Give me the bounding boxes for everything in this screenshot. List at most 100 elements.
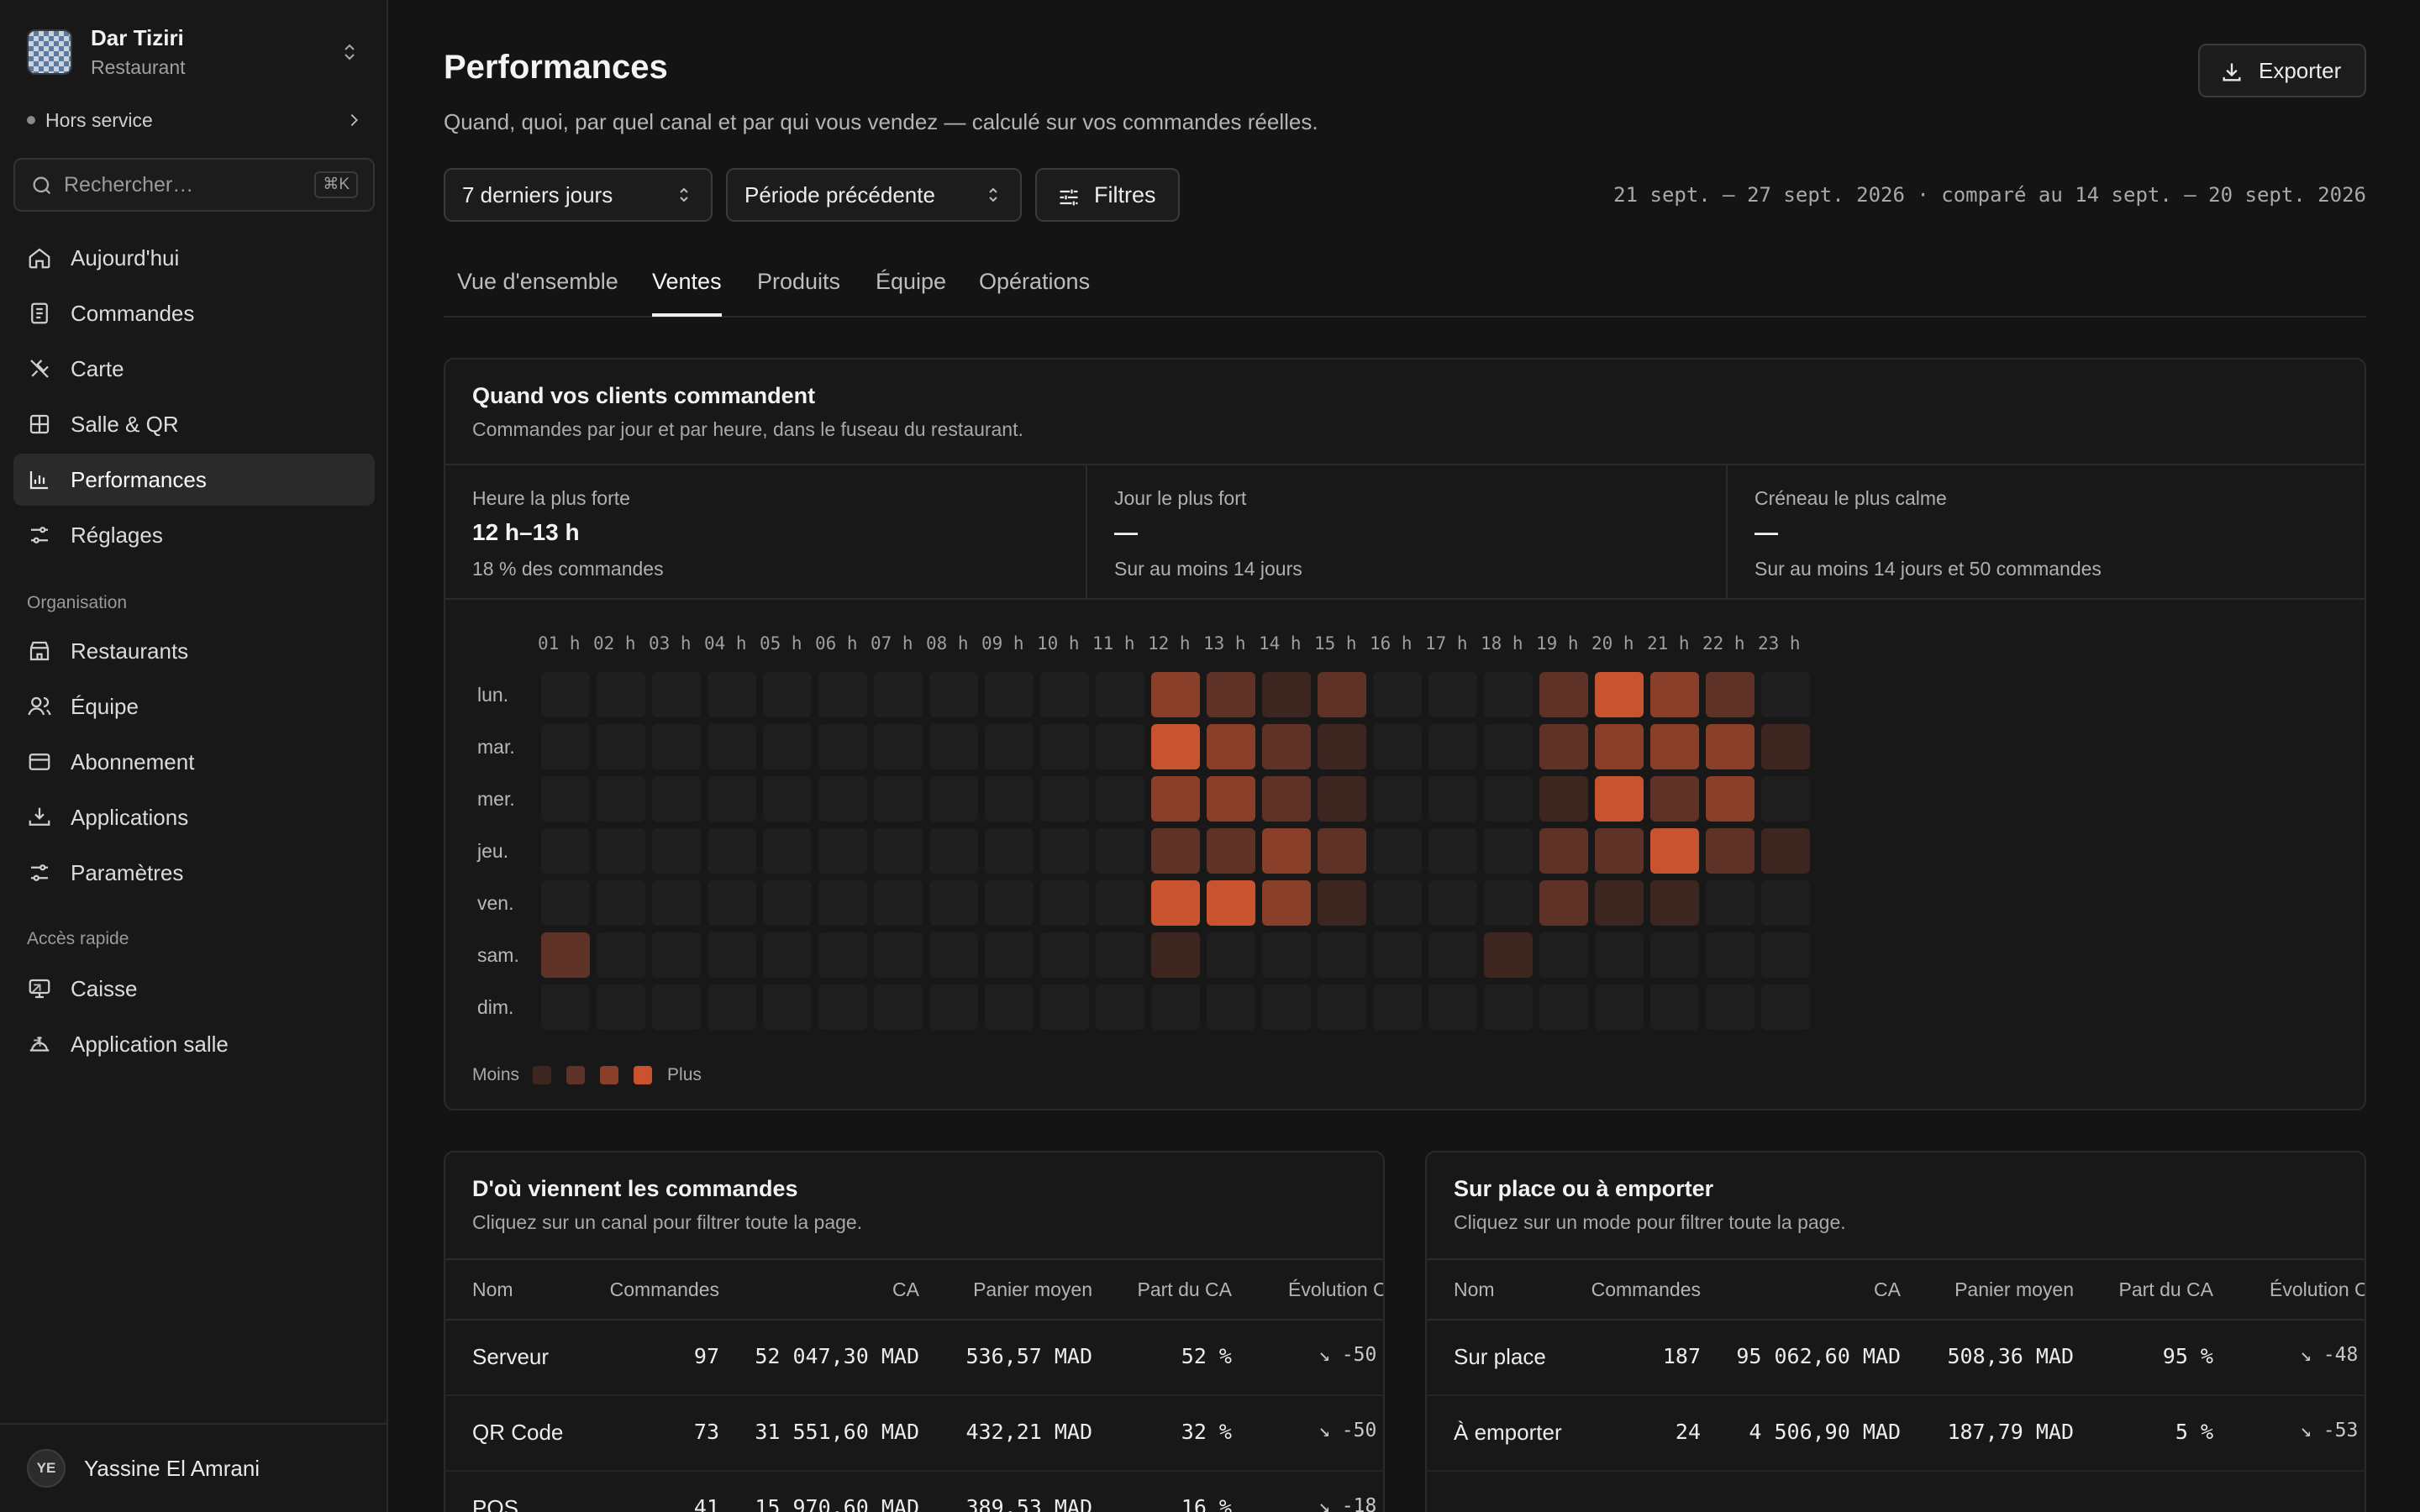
heatmap-cell[interactable] <box>1650 828 1699 874</box>
heatmap-cell[interactable] <box>1262 828 1311 874</box>
heatmap-cell[interactable] <box>1484 672 1533 717</box>
heatmap-cell[interactable] <box>1428 880 1477 926</box>
heatmap-cell[interactable] <box>1373 880 1422 926</box>
heatmap-cell[interactable] <box>1706 932 1754 978</box>
heatmap-cell[interactable] <box>1484 932 1533 978</box>
heatmap-cell[interactable] <box>1761 776 1810 822</box>
heatmap-cell[interactable] <box>1207 672 1255 717</box>
heatmap-cell[interactable] <box>1040 984 1089 1030</box>
heatmap-cell[interactable] <box>1151 724 1200 769</box>
heatmap-cell[interactable] <box>1040 828 1089 874</box>
heatmap-cell[interactable] <box>1761 724 1810 769</box>
heatmap-cell[interactable] <box>763 828 812 874</box>
heatmap-cell[interactable] <box>541 932 590 978</box>
nav-item-pos[interactable]: Caisse <box>13 963 375 1015</box>
heatmap-cell[interactable] <box>652 776 701 822</box>
nav-item-today[interactable]: Aujourd'hui <box>13 232 375 284</box>
heatmap-cell[interactable] <box>1595 724 1644 769</box>
nav-item-performances[interactable]: Performances <box>13 454 375 506</box>
heatmap-cell[interactable] <box>929 828 978 874</box>
heatmap-cell[interactable] <box>708 672 756 717</box>
heatmap-cell[interactable] <box>652 880 701 926</box>
heatmap-cell[interactable] <box>985 724 1034 769</box>
heatmap-cell[interactable] <box>1151 828 1200 874</box>
heatmap-cell[interactable] <box>1539 672 1588 717</box>
search-input[interactable]: Rechercher… ⌘K <box>13 158 375 212</box>
heatmap-cell[interactable] <box>763 880 812 926</box>
heatmap-cell[interactable] <box>1595 880 1644 926</box>
nav-item-menu[interactable]: Carte <box>13 343 375 395</box>
nav-item-applications[interactable]: Applications <box>13 791 375 843</box>
heatmap-cell[interactable] <box>652 724 701 769</box>
heatmap-cell[interactable] <box>1428 932 1477 978</box>
heatmap-cell[interactable] <box>597 776 645 822</box>
heatmap-cell[interactable] <box>985 932 1034 978</box>
tab-team[interactable]: Équipe <box>876 269 947 294</box>
heatmap-cell[interactable] <box>1096 984 1144 1030</box>
heatmap-cell[interactable] <box>1373 672 1422 717</box>
heatmap-cell[interactable] <box>874 932 923 978</box>
heatmap-cell[interactable] <box>1484 984 1533 1030</box>
heatmap-cell[interactable] <box>1318 880 1366 926</box>
heatmap-cell[interactable] <box>1262 932 1311 978</box>
table-row[interactable]: QR Code 73 31 551,60 MAD 432,21 MAD 32 % ↘ -5… <box>445 1396 1383 1472</box>
heatmap-cell[interactable] <box>1318 724 1366 769</box>
heatmap-cell[interactable] <box>597 672 645 717</box>
heatmap-cell[interactable] <box>763 932 812 978</box>
heatmap-cell[interactable] <box>1539 828 1588 874</box>
heatmap-cell[interactable] <box>652 984 701 1030</box>
column-header[interactable]: Commandes <box>1591 1278 1701 1300</box>
heatmap-cell[interactable] <box>597 828 645 874</box>
heatmap-cell[interactable] <box>1373 828 1422 874</box>
heatmap-cell[interactable] <box>818 984 867 1030</box>
heatmap-cell[interactable] <box>541 828 590 874</box>
heatmap-cell[interactable] <box>985 672 1034 717</box>
heatmap-cell[interactable] <box>818 724 867 769</box>
column-header[interactable]: Part du CA <box>1137 1278 1233 1300</box>
column-header[interactable]: Évolution CA <box>2270 1278 2365 1300</box>
heatmap-cell[interactable] <box>1595 776 1644 822</box>
heatmap-cell[interactable] <box>1428 776 1477 822</box>
heatmap-cell[interactable] <box>1650 880 1699 926</box>
heatmap-cell[interactable] <box>708 984 756 1030</box>
heatmap-cell[interactable] <box>1706 776 1754 822</box>
heatmap-cell[interactable] <box>1761 932 1810 978</box>
heatmap-cell[interactable] <box>1318 776 1366 822</box>
user-menu[interactable]: YE Yassine El Amrani <box>0 1423 387 1512</box>
heatmap-cell[interactable] <box>1151 776 1200 822</box>
nav-item-parameters[interactable]: Paramètres <box>13 847 375 899</box>
heatmap-cell[interactable] <box>985 776 1034 822</box>
heatmap-cell[interactable] <box>708 828 756 874</box>
table-row[interactable]: À emporter 24 4 506,90 MAD 187,79 MAD 5 % ↘ -… <box>1427 1396 2365 1472</box>
heatmap-cell[interactable] <box>1428 828 1477 874</box>
heatmap-cell[interactable] <box>1706 984 1754 1030</box>
table-row[interactable]: Sur place 187 95 062,60 MAD 508,36 MAD 95 % ↘… <box>1427 1320 2365 1396</box>
heatmap-cell[interactable] <box>1373 724 1422 769</box>
heatmap-cell[interactable] <box>818 932 867 978</box>
nav-item-team[interactable]: Équipe <box>13 680 375 732</box>
heatmap-cell[interactable] <box>1595 932 1644 978</box>
heatmap-cell[interactable] <box>1428 672 1477 717</box>
table-row[interactable]: Serveur 97 52 047,30 MAD 536,57 MAD 52 % ↘ -5… <box>445 1320 1383 1396</box>
heatmap-cell[interactable] <box>708 880 756 926</box>
tab-operations[interactable]: Opérations <box>979 269 1091 294</box>
heatmap-cell[interactable] <box>1595 672 1644 717</box>
heatmap-cell[interactable] <box>597 880 645 926</box>
heatmap-cell[interactable] <box>708 724 756 769</box>
heatmap-cell[interactable] <box>1262 880 1311 926</box>
column-header[interactable]: Panier moyen <box>1954 1278 2074 1300</box>
heatmap-cell[interactable] <box>1262 776 1311 822</box>
heatmap-cell[interactable] <box>1040 776 1089 822</box>
heatmap-cell[interactable] <box>929 880 978 926</box>
heatmap-cell[interactable] <box>1761 984 1810 1030</box>
heatmap-cell[interactable] <box>1096 724 1144 769</box>
column-header[interactable]: Nom <box>472 1278 513 1300</box>
heatmap-cell[interactable] <box>1539 984 1588 1030</box>
heatmap-cell[interactable] <box>1207 984 1255 1030</box>
heatmap-cell[interactable] <box>1318 672 1366 717</box>
heatmap-cell[interactable] <box>708 776 756 822</box>
heatmap-cell[interactable] <box>874 984 923 1030</box>
heatmap-cell[interactable] <box>1650 984 1699 1030</box>
nav-item-floor-app[interactable]: Application salle <box>13 1018 375 1070</box>
heatmap-cell[interactable] <box>1207 880 1255 926</box>
